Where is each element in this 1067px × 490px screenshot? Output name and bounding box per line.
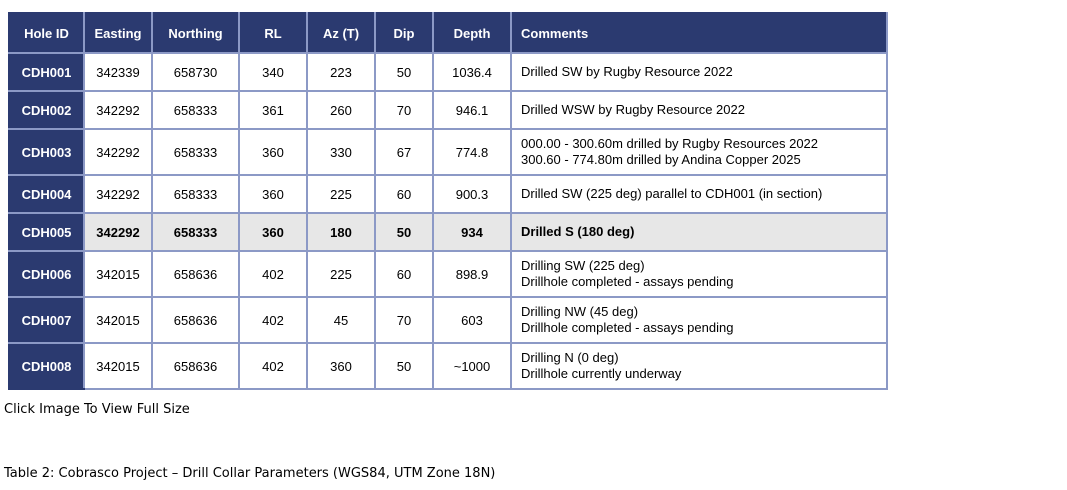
easting-cell: 342015 xyxy=(83,342,153,390)
northing-cell: 658636 xyxy=(151,342,240,390)
easting-cell: 342292 xyxy=(83,212,153,252)
hole-id-cell: CDH002 xyxy=(8,90,85,130)
column-header-depth: Depth xyxy=(432,12,512,54)
easting-cell: 342015 xyxy=(83,296,153,344)
hole-id-cell: CDH008 xyxy=(8,342,85,390)
comment-line: Drilled SW (225 deg) parallel to CDH001 … xyxy=(521,186,823,201)
comments-cell: Drilling SW (225 deg) Drillhole completed… xyxy=(510,250,888,298)
dip-cell: 60 xyxy=(374,250,434,298)
rl-cell: 360 xyxy=(238,174,308,214)
column-header-dip: Dip xyxy=(374,12,434,54)
column-header-easting: Easting xyxy=(83,12,153,54)
northing-cell: 658333 xyxy=(151,128,240,176)
comment-line: Drillhole completed - assays pending xyxy=(521,320,734,335)
easting-cell: 342292 xyxy=(83,174,153,214)
comment-line: Drillhole completed - assays pending xyxy=(521,274,734,289)
depth-cell: 900.3 xyxy=(432,174,512,214)
comment-line: Drillhole currently underway xyxy=(521,366,682,381)
table-caption: Table 2: Cobrasco Project – Drill Collar… xyxy=(4,466,496,481)
depth-cell: 603 xyxy=(432,296,512,344)
column-header-az-t: Az (T) xyxy=(306,12,376,54)
northing-cell: 658636 xyxy=(151,250,240,298)
column-header-rl: RL xyxy=(238,12,308,54)
az-cell: 225 xyxy=(306,250,376,298)
dip-cell: 60 xyxy=(374,174,434,214)
depth-cell: 934 xyxy=(432,212,512,252)
rl-cell: 361 xyxy=(238,90,308,130)
comments-cell: Drilling N (0 deg) Drillhole currently un… xyxy=(510,342,888,390)
table-row: CDH004 342292 658333 360 225 60 900.3 Drilled S… xyxy=(8,174,888,214)
dip-cell: 67 xyxy=(374,128,434,176)
dip-cell: 50 xyxy=(374,342,434,390)
table-row: CDH003 342292 658333 360 330 67 774.8 000.00 - … xyxy=(8,128,888,176)
table-body: CDH001 342339 658730 340 223 50 1036.4 Drilled … xyxy=(8,52,888,390)
click-to-view-note: Click Image To View Full Size xyxy=(4,402,190,417)
rl-cell: 360 xyxy=(238,128,308,176)
hole-id-cell: CDH006 xyxy=(8,250,85,298)
rl-cell: 360 xyxy=(238,212,308,252)
northing-cell: 658333 xyxy=(151,90,240,130)
dip-cell: 50 xyxy=(374,212,434,252)
comments-cell: Drilling NW (45 deg) Drillhole completed … xyxy=(510,296,888,344)
table-row: CDH001 342339 658730 340 223 50 1036.4 Drilled … xyxy=(8,52,888,92)
az-cell: 223 xyxy=(306,52,376,92)
rl-cell: 402 xyxy=(238,296,308,344)
easting-cell: 342339 xyxy=(83,52,153,92)
comment-line: Drilling NW (45 deg) xyxy=(521,304,639,319)
table-row: CDH006 342015 658636 402 225 60 898.9 Drilling … xyxy=(8,250,888,298)
comments-cell: 000.00 - 300.60m drilled by Rugby Resour… xyxy=(510,128,888,176)
northing-cell: 658730 xyxy=(151,52,240,92)
az-cell: 180 xyxy=(306,212,376,252)
northing-cell: 658333 xyxy=(151,212,240,252)
hole-id-cell: CDH005 xyxy=(8,212,85,252)
az-cell: 260 xyxy=(306,90,376,130)
northing-cell: 658333 xyxy=(151,174,240,214)
dip-cell: 70 xyxy=(374,296,434,344)
depth-cell: ~1000 xyxy=(432,342,512,390)
comment-line: Drilling N (0 deg) xyxy=(521,350,619,365)
header-row: Hole ID Easting Northing RL Az (T) Dip Depth Co… xyxy=(8,12,888,54)
rl-cell: 340 xyxy=(238,52,308,92)
comments-cell: Drilled SW by Rugby Resource 2022 xyxy=(510,52,888,92)
easting-cell: 342292 xyxy=(83,90,153,130)
drill-collar-table-image[interactable]: Hole ID Easting Northing RL Az (T) Dip Depth Co… xyxy=(8,12,888,390)
depth-cell: 946.1 xyxy=(432,90,512,130)
depth-cell: 774.8 xyxy=(432,128,512,176)
column-header-hole-id: Hole ID xyxy=(8,12,85,54)
easting-cell: 342292 xyxy=(83,128,153,176)
comment-line: Drilled WSW by Rugby Resource 2022 xyxy=(521,102,745,117)
table-row: CDH008 342015 658636 402 360 50 ~1000 Drilling … xyxy=(8,342,888,390)
table-row: CDH005 342292 658333 360 180 50 934 Drilled S (… xyxy=(8,212,888,252)
comments-cell: Drilled SW (225 deg) parallel to CDH001 … xyxy=(510,174,888,214)
az-cell: 45 xyxy=(306,296,376,344)
hole-id-cell: CDH001 xyxy=(8,52,85,92)
comment-line: Drilling SW (225 deg) xyxy=(521,258,645,273)
comment-line: Drilled SW by Rugby Resource 2022 xyxy=(521,64,733,79)
comments-cell: Drilled WSW by Rugby Resource 2022 xyxy=(510,90,888,130)
rl-cell: 402 xyxy=(238,342,308,390)
hole-id-cell: CDH007 xyxy=(8,296,85,344)
hole-id-cell: CDH003 xyxy=(8,128,85,176)
hole-id-cell: CDH004 xyxy=(8,174,85,214)
az-cell: 360 xyxy=(306,342,376,390)
comment-line: 000.00 - 300.60m drilled by Rugby Resour… xyxy=(521,136,819,151)
easting-cell: 342015 xyxy=(83,250,153,298)
depth-cell: 898.9 xyxy=(432,250,512,298)
dip-cell: 70 xyxy=(374,90,434,130)
rl-cell: 402 xyxy=(238,250,308,298)
drill-collar-table: Hole ID Easting Northing RL Az (T) Dip Depth Co… xyxy=(8,12,888,390)
comment-line: Drilled S (180 deg) xyxy=(521,224,635,239)
table-row: CDH002 342292 658333 361 260 70 946.1 Drilled W… xyxy=(8,90,888,130)
az-cell: 225 xyxy=(306,174,376,214)
table-row: CDH007 342015 658636 402 45 70 603 Drilling NW … xyxy=(8,296,888,344)
comments-cell: Drilled S (180 deg) xyxy=(510,212,888,252)
az-cell: 330 xyxy=(306,128,376,176)
column-header-comments: Comments xyxy=(510,12,888,54)
dip-cell: 50 xyxy=(374,52,434,92)
northing-cell: 658636 xyxy=(151,296,240,344)
comment-line: 300.60 - 774.80m drilled by Andina Coppe… xyxy=(521,152,801,167)
column-header-northing: Northing xyxy=(151,12,240,54)
depth-cell: 1036.4 xyxy=(432,52,512,92)
